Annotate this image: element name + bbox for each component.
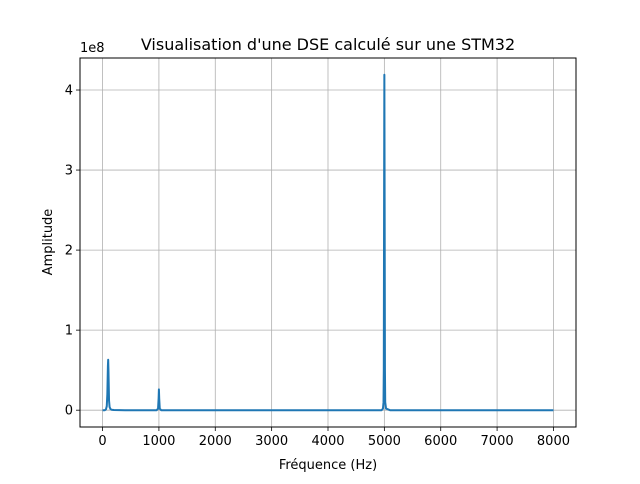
x-tick-label: 2000 — [199, 434, 232, 449]
x-tick-label: 8000 — [537, 434, 570, 449]
y-tick-label: 4 — [65, 84, 73, 99]
series-line — [102, 73, 554, 412]
y-tick-label: 0 — [65, 404, 73, 419]
x-tick-label: 7000 — [481, 434, 514, 449]
x-tick-label: 0 — [98, 434, 106, 449]
y-tick-label: 1 — [65, 324, 73, 339]
chart-title: Visualisation d'une DSE calculé sur une … — [141, 35, 515, 54]
x-tick-label: 6000 — [424, 434, 457, 449]
y-tick-label: 3 — [65, 164, 73, 179]
x-tick-label: 5000 — [368, 434, 401, 449]
x-tick-label: 4000 — [311, 434, 344, 449]
y-axis-ticks: 0 1 2 3 4 — [65, 84, 80, 419]
x-tick-label: 3000 — [255, 434, 288, 449]
y-tick-label: 2 — [65, 244, 73, 259]
plot-area — [102, 73, 554, 412]
y-axis-label: Amplitude — [41, 209, 56, 276]
y-offset-text: 1e8 — [80, 41, 105, 56]
x-axis-ticks: 0 1000 2000 3000 4000 5000 6000 7000 8000 — [98, 427, 570, 449]
x-tick-label: 1000 — [142, 434, 175, 449]
x-axis-label: Fréquence (Hz) — [279, 458, 377, 473]
